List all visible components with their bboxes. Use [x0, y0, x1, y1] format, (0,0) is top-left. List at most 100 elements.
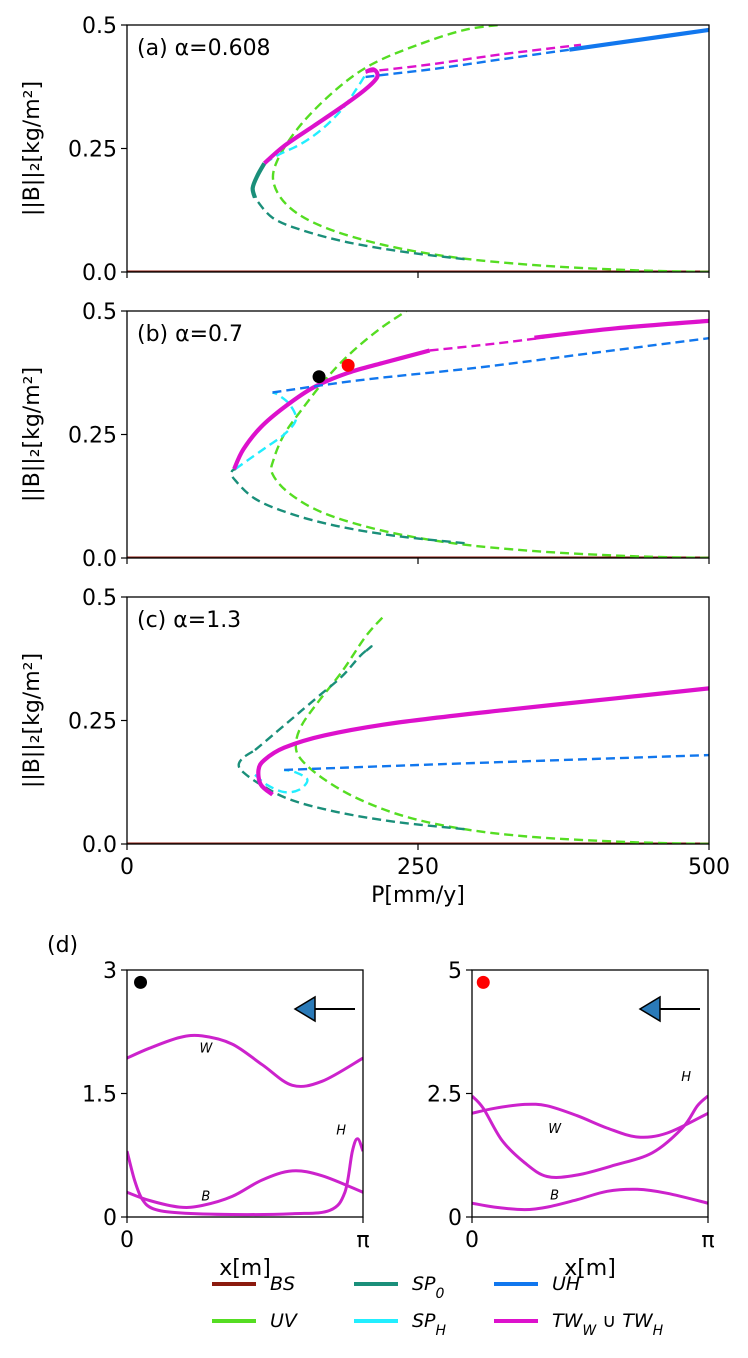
series-w: [127, 1033, 363, 1088]
axes-frame: [126, 969, 364, 1218]
plot-area-d-left: [127, 1033, 363, 1217]
y-tick-label: 1.5: [82, 1083, 117, 1108]
y-tick-label: 0.5: [82, 586, 117, 611]
legend-label: SPH: [412, 1310, 447, 1339]
y-tick-label: 0.5: [82, 14, 117, 39]
curve-label-h: H: [336, 1124, 346, 1139]
x-tick-label: 0: [465, 1228, 479, 1253]
x-axis-label: x[m]: [219, 1256, 271, 1281]
legend-item-sp0: SP0: [354, 1273, 445, 1302]
red-point: [341, 358, 355, 372]
y-tick-label: 2.5: [427, 1083, 462, 1108]
y-tick-label: 0.25: [68, 424, 117, 449]
y-tick-label: 0.0: [82, 547, 117, 572]
panel-label: (b) α=0.7: [137, 322, 243, 347]
series-tw-stable-b: [534, 318, 709, 340]
series-sp0-lower: [237, 749, 465, 831]
x-axis-label: x[m]: [564, 1256, 616, 1281]
x-axis-label: P[mm/y]: [371, 883, 465, 908]
series-uv: [269, 311, 709, 558]
panel-d-label: (d): [47, 933, 78, 958]
series-uv: [294, 615, 709, 844]
series-sp0: [230, 468, 465, 545]
series-sp0-stable: [250, 162, 267, 199]
series-tw-stable: [262, 67, 380, 165]
y-tick-label: 3: [103, 959, 117, 984]
y-tick-label: 0.5: [82, 300, 117, 325]
series-sph: [263, 73, 367, 165]
red-point: [476, 975, 490, 989]
legend: BS UV SP0 SPH UH TWW ∪ TWH: [212, 1273, 664, 1339]
axes-frame: [126, 310, 710, 559]
legend-label: UV: [270, 1310, 299, 1332]
series-tw: [256, 686, 709, 797]
x-tick-label: 250: [397, 855, 439, 880]
axes-frame: [126, 24, 710, 273]
series-uh: [272, 337, 709, 394]
series-b: [472, 1187, 708, 1212]
x-tick-label: 0: [120, 855, 134, 880]
direction-arrow-icon: [638, 995, 661, 1023]
y-tick-label: 0.25: [68, 710, 117, 735]
panel-d-right: 0 2.5 5 0 π x[m] W B H: [427, 959, 715, 1281]
legend-label: TWW ∪ TWH: [552, 1310, 664, 1339]
series-tw-stable-a: [232, 348, 431, 470]
y-tick-label: 5: [448, 959, 462, 984]
panel-c: 0.0 0.25 0.5 0 250 500 (c) α=1.3 ||B||₂[kg/m²] P…: [20, 586, 730, 908]
legend-item-uh: UH: [494, 1273, 580, 1295]
y-tick-label: 0: [448, 1206, 462, 1231]
plot-area-d-right: [472, 1094, 708, 1212]
series-h: [127, 1137, 363, 1217]
plot-area-a: [127, 25, 709, 272]
y-tick-label: 0.0: [82, 833, 117, 858]
series-uh: [284, 753, 709, 772]
series-w: [472, 1102, 708, 1139]
panel-d-left: 0 1.5 3 0 π x[m] W B H: [82, 959, 370, 1281]
legend-item-uv: UV: [212, 1310, 299, 1332]
series-sph: [254, 768, 309, 794]
panel-b: 0.0 0.25 0.5 (b) α=0.7 ||B||₂[kg/m²]: [20, 300, 710, 572]
y-tick-label: 0.25: [68, 138, 117, 163]
plots-layer: 0.0 0.25 0.5 (a) α=0.608 ||B||₂[kg/m²] 0.0 0.2…: [20, 14, 730, 1281]
series-b: [127, 1169, 363, 1209]
curve-label-h: H: [681, 1070, 691, 1085]
plot-area-b: [127, 311, 709, 558]
y-axis-label: ||B||₂[kg/m²]: [20, 653, 45, 788]
x-tick-label: 500: [688, 855, 730, 880]
direction-arrow-icon: [293, 995, 316, 1023]
panel-a: 0.0 0.25 0.5 (a) α=0.608 ||B||₂[kg/m²]: [20, 14, 710, 286]
panel-label: (c) α=1.3: [137, 608, 241, 633]
y-tick-label: 0.0: [82, 261, 117, 286]
legend-item-sph: SPH: [354, 1310, 447, 1339]
series-uh-stable: [569, 27, 709, 52]
black-point: [312, 370, 326, 384]
plot-area-c: [127, 615, 709, 844]
y-axis-label: ||B||₂[kg/m²]: [20, 367, 45, 502]
panel-label: (a) α=0.608: [137, 36, 271, 61]
legend-label: UH: [552, 1273, 580, 1295]
curve-label-w: W: [548, 1122, 562, 1137]
x-tick-label: 0: [120, 1228, 134, 1253]
black-point: [134, 975, 148, 989]
axes-frame: [471, 969, 709, 1218]
series-tw-unstable: [365, 43, 582, 74]
curve-label-w: W: [199, 1041, 213, 1056]
y-tick-label: 0: [103, 1206, 117, 1231]
series-h: [472, 1094, 708, 1179]
legend-item-tw: TWW ∪ TWH: [494, 1310, 664, 1339]
curve-label-b: B: [201, 1190, 210, 1205]
series-tw-unstable: [429, 336, 547, 352]
y-axis-label: ||B||₂[kg/m²]: [20, 81, 45, 216]
legend-item-bs: BS: [212, 1273, 295, 1295]
series-sph: [234, 391, 298, 471]
series-uh-unstable: [365, 48, 570, 79]
curve-label-b: B: [550, 1189, 559, 1204]
legend-label: SP0: [412, 1273, 445, 1302]
x-tick-label: π: [356, 1228, 369, 1253]
x-tick-label: π: [701, 1228, 714, 1253]
series-sp0-unstable: [254, 197, 465, 261]
series-uv: [271, 25, 709, 272]
legend-label: BS: [270, 1273, 295, 1295]
series-sp0-upper: [254, 645, 373, 752]
